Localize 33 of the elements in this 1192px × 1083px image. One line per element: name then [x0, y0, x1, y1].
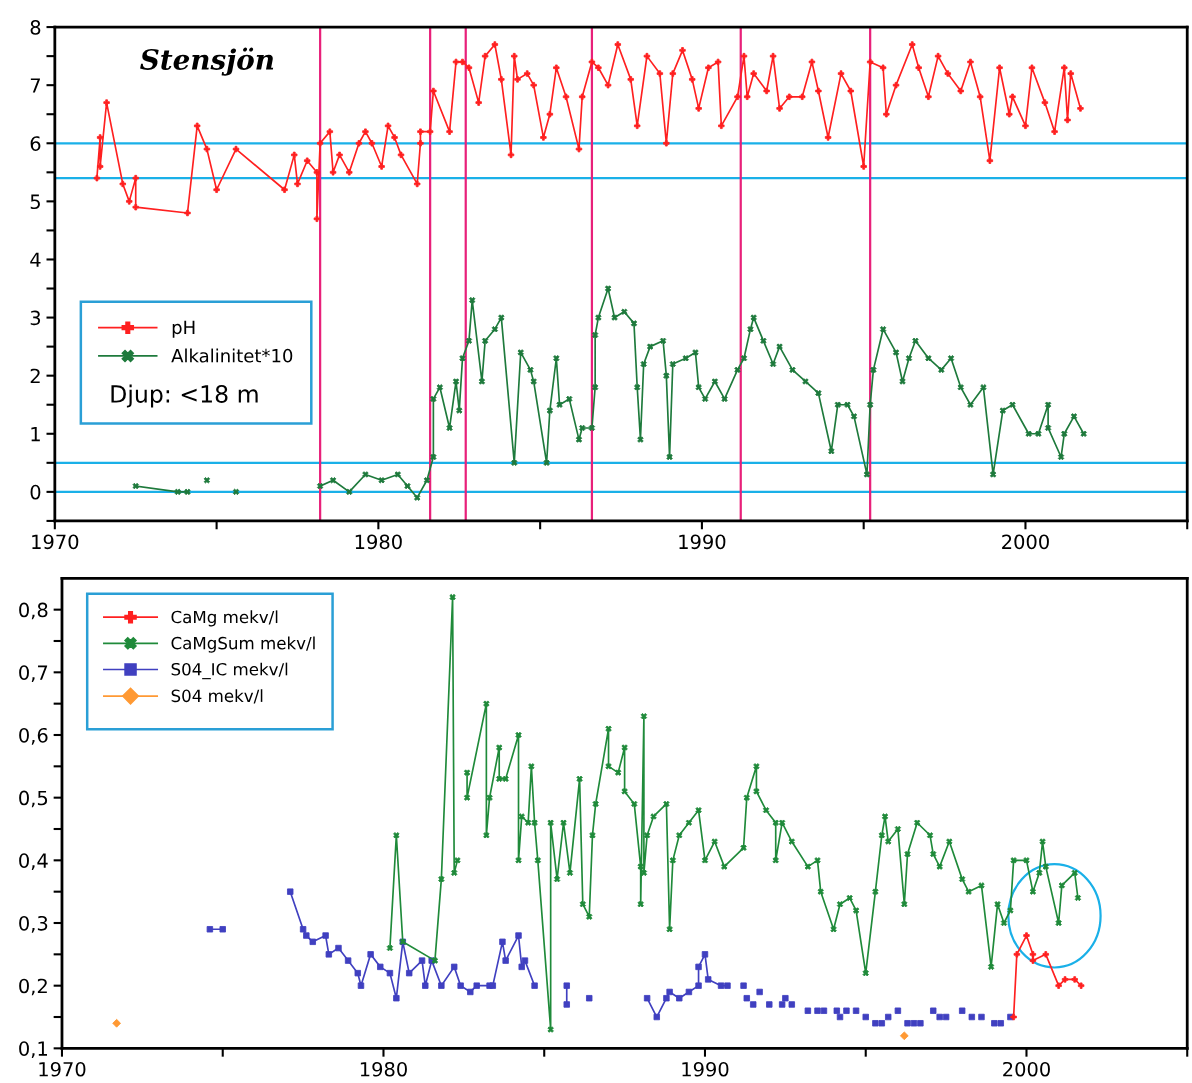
y-tick-label: 0,2 — [19, 978, 47, 996]
annotation: Djup: <18 m — [111, 384, 258, 408]
x-tick-label: 1980 — [360, 1061, 407, 1077]
x-tick-label: 1980 — [355, 534, 402, 550]
x-tick-label: 1970 — [32, 534, 79, 550]
y-tick-label: 4 — [30, 252, 41, 267]
x-tick-label: 2000 — [1002, 534, 1049, 550]
y-tick-label: 0,8 — [19, 602, 48, 620]
y-tick-label: 0,6 — [19, 727, 48, 745]
x-tick-label: 1990 — [682, 1061, 729, 1077]
legend-label: CaMg mekv/l — [171, 610, 278, 627]
y-tick-label: 0,3 — [19, 915, 48, 933]
y-tick-label: 7 — [30, 78, 40, 93]
y-tick-label: 0,4 — [19, 853, 48, 870]
text: Stensjön — [140, 47, 274, 76]
legend-label: S04 mekv/l — [171, 689, 263, 704]
y-tick-label: 0,7 — [19, 665, 48, 682]
y-tick-label: 1 — [31, 426, 40, 442]
y-tick-label: 0 — [30, 484, 41, 500]
legend-label: CaMgSum mekv/l — [171, 636, 315, 653]
y-tick-label: 0,5 — [19, 790, 48, 808]
y-tick-label: 2 — [30, 368, 40, 384]
y-tick-label: 3 — [30, 310, 41, 326]
legend-label: pH — [172, 320, 195, 338]
x-tick-label: 2000 — [1003, 1061, 1050, 1077]
legend-label: S04_IC mekv/l — [171, 662, 288, 680]
x-tick-label: 1990 — [679, 534, 726, 550]
y-tick-label: 6 — [30, 136, 41, 151]
y-tick-label: 0,1 — [19, 1041, 47, 1058]
x-tick-label: 1970 — [39, 1061, 86, 1077]
y-tick-label: 8 — [30, 20, 41, 35]
y-tick-label: 5 — [30, 194, 40, 210]
legend-label: Alkalinitet*10 — [171, 348, 293, 363]
